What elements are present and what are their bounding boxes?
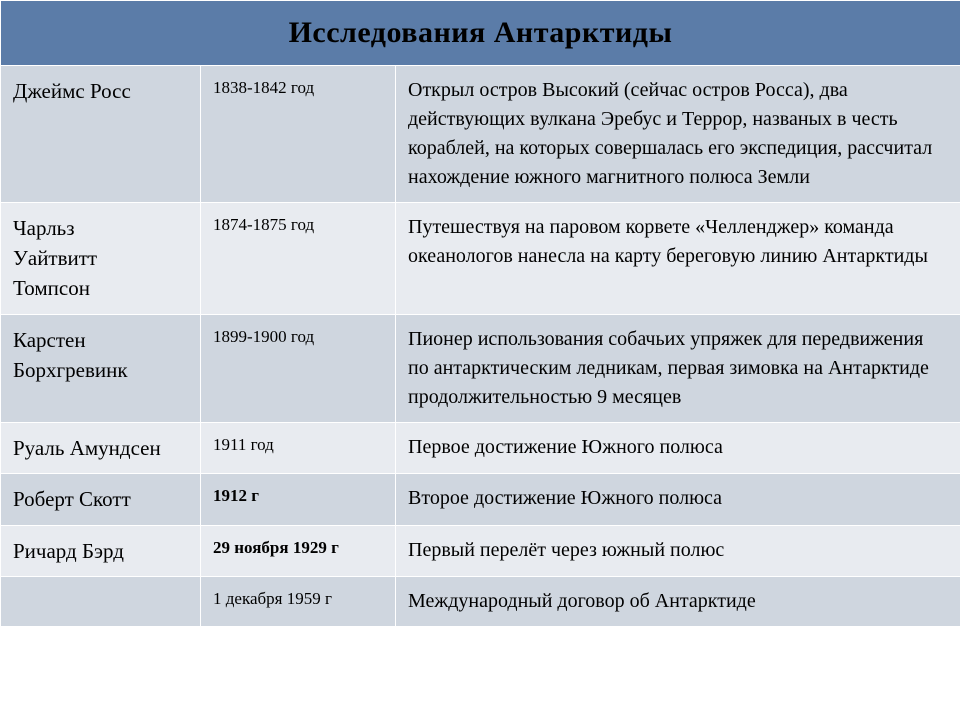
cell-years: 1911 год bbox=[201, 422, 396, 473]
table-container: Исследования Антарктиды Джеймс Росс1838-… bbox=[0, 0, 960, 627]
cell-years: 1874-1875 год bbox=[201, 202, 396, 314]
cell-description: Международный договор об Антарктиде bbox=[396, 577, 960, 627]
table-row: Карстен Борхгревинк1899-1900 годПионер и… bbox=[1, 314, 960, 422]
table-body: Джеймс Росс1838-1842 годОткрыл остров Вы… bbox=[1, 65, 960, 627]
table-row: Роберт Скотт1912 гВторое достижение Южно… bbox=[1, 474, 960, 525]
cell-explorer: Джеймс Росс bbox=[1, 65, 201, 202]
cell-years: 1899-1900 год bbox=[201, 314, 396, 422]
cell-description: Первый перелёт через южный полюс bbox=[396, 525, 960, 576]
cell-description: Второе достижение Южного полюса bbox=[396, 474, 960, 525]
cell-explorer: Карстен Борхгревинк bbox=[1, 314, 201, 422]
research-table: Исследования Антарктиды Джеймс Росс1838-… bbox=[0, 0, 960, 627]
cell-description: Пионер использования собачьих упряжек дл… bbox=[396, 314, 960, 422]
cell-years: 1912 г bbox=[201, 474, 396, 525]
table-row: 1 декабря 1959 гМеждународный договор об… bbox=[1, 577, 960, 627]
cell-years: 1 декабря 1959 г bbox=[201, 577, 396, 627]
cell-years: 29 ноября 1929 г bbox=[201, 525, 396, 576]
table-row: ЧарльзУайтвиттТомпсон1874-1875 годПутеше… bbox=[1, 202, 960, 314]
cell-explorer: Руаль Амундсен bbox=[1, 422, 201, 473]
cell-explorer: Роберт Скотт bbox=[1, 474, 201, 525]
table-row: Руаль Амундсен1911 годПервое достижение … bbox=[1, 422, 960, 473]
cell-explorer: ЧарльзУайтвиттТомпсон bbox=[1, 202, 201, 314]
cell-explorer: Ричард Бэрд bbox=[1, 525, 201, 576]
cell-years: 1838-1842 год bbox=[201, 65, 396, 202]
table-row: Джеймс Росс1838-1842 годОткрыл остров Вы… bbox=[1, 65, 960, 202]
table-title: Исследования Антарктиды bbox=[1, 1, 960, 66]
cell-explorer bbox=[1, 577, 201, 627]
table-row: Ричард Бэрд29 ноября 1929 гПервый перелё… bbox=[1, 525, 960, 576]
cell-description: Первое достижение Южного полюса bbox=[396, 422, 960, 473]
cell-description: Открыл остров Высокий (сейчас остров Рос… bbox=[396, 65, 960, 202]
cell-description: Путешествуя на паровом корвете «Челлендж… bbox=[396, 202, 960, 314]
